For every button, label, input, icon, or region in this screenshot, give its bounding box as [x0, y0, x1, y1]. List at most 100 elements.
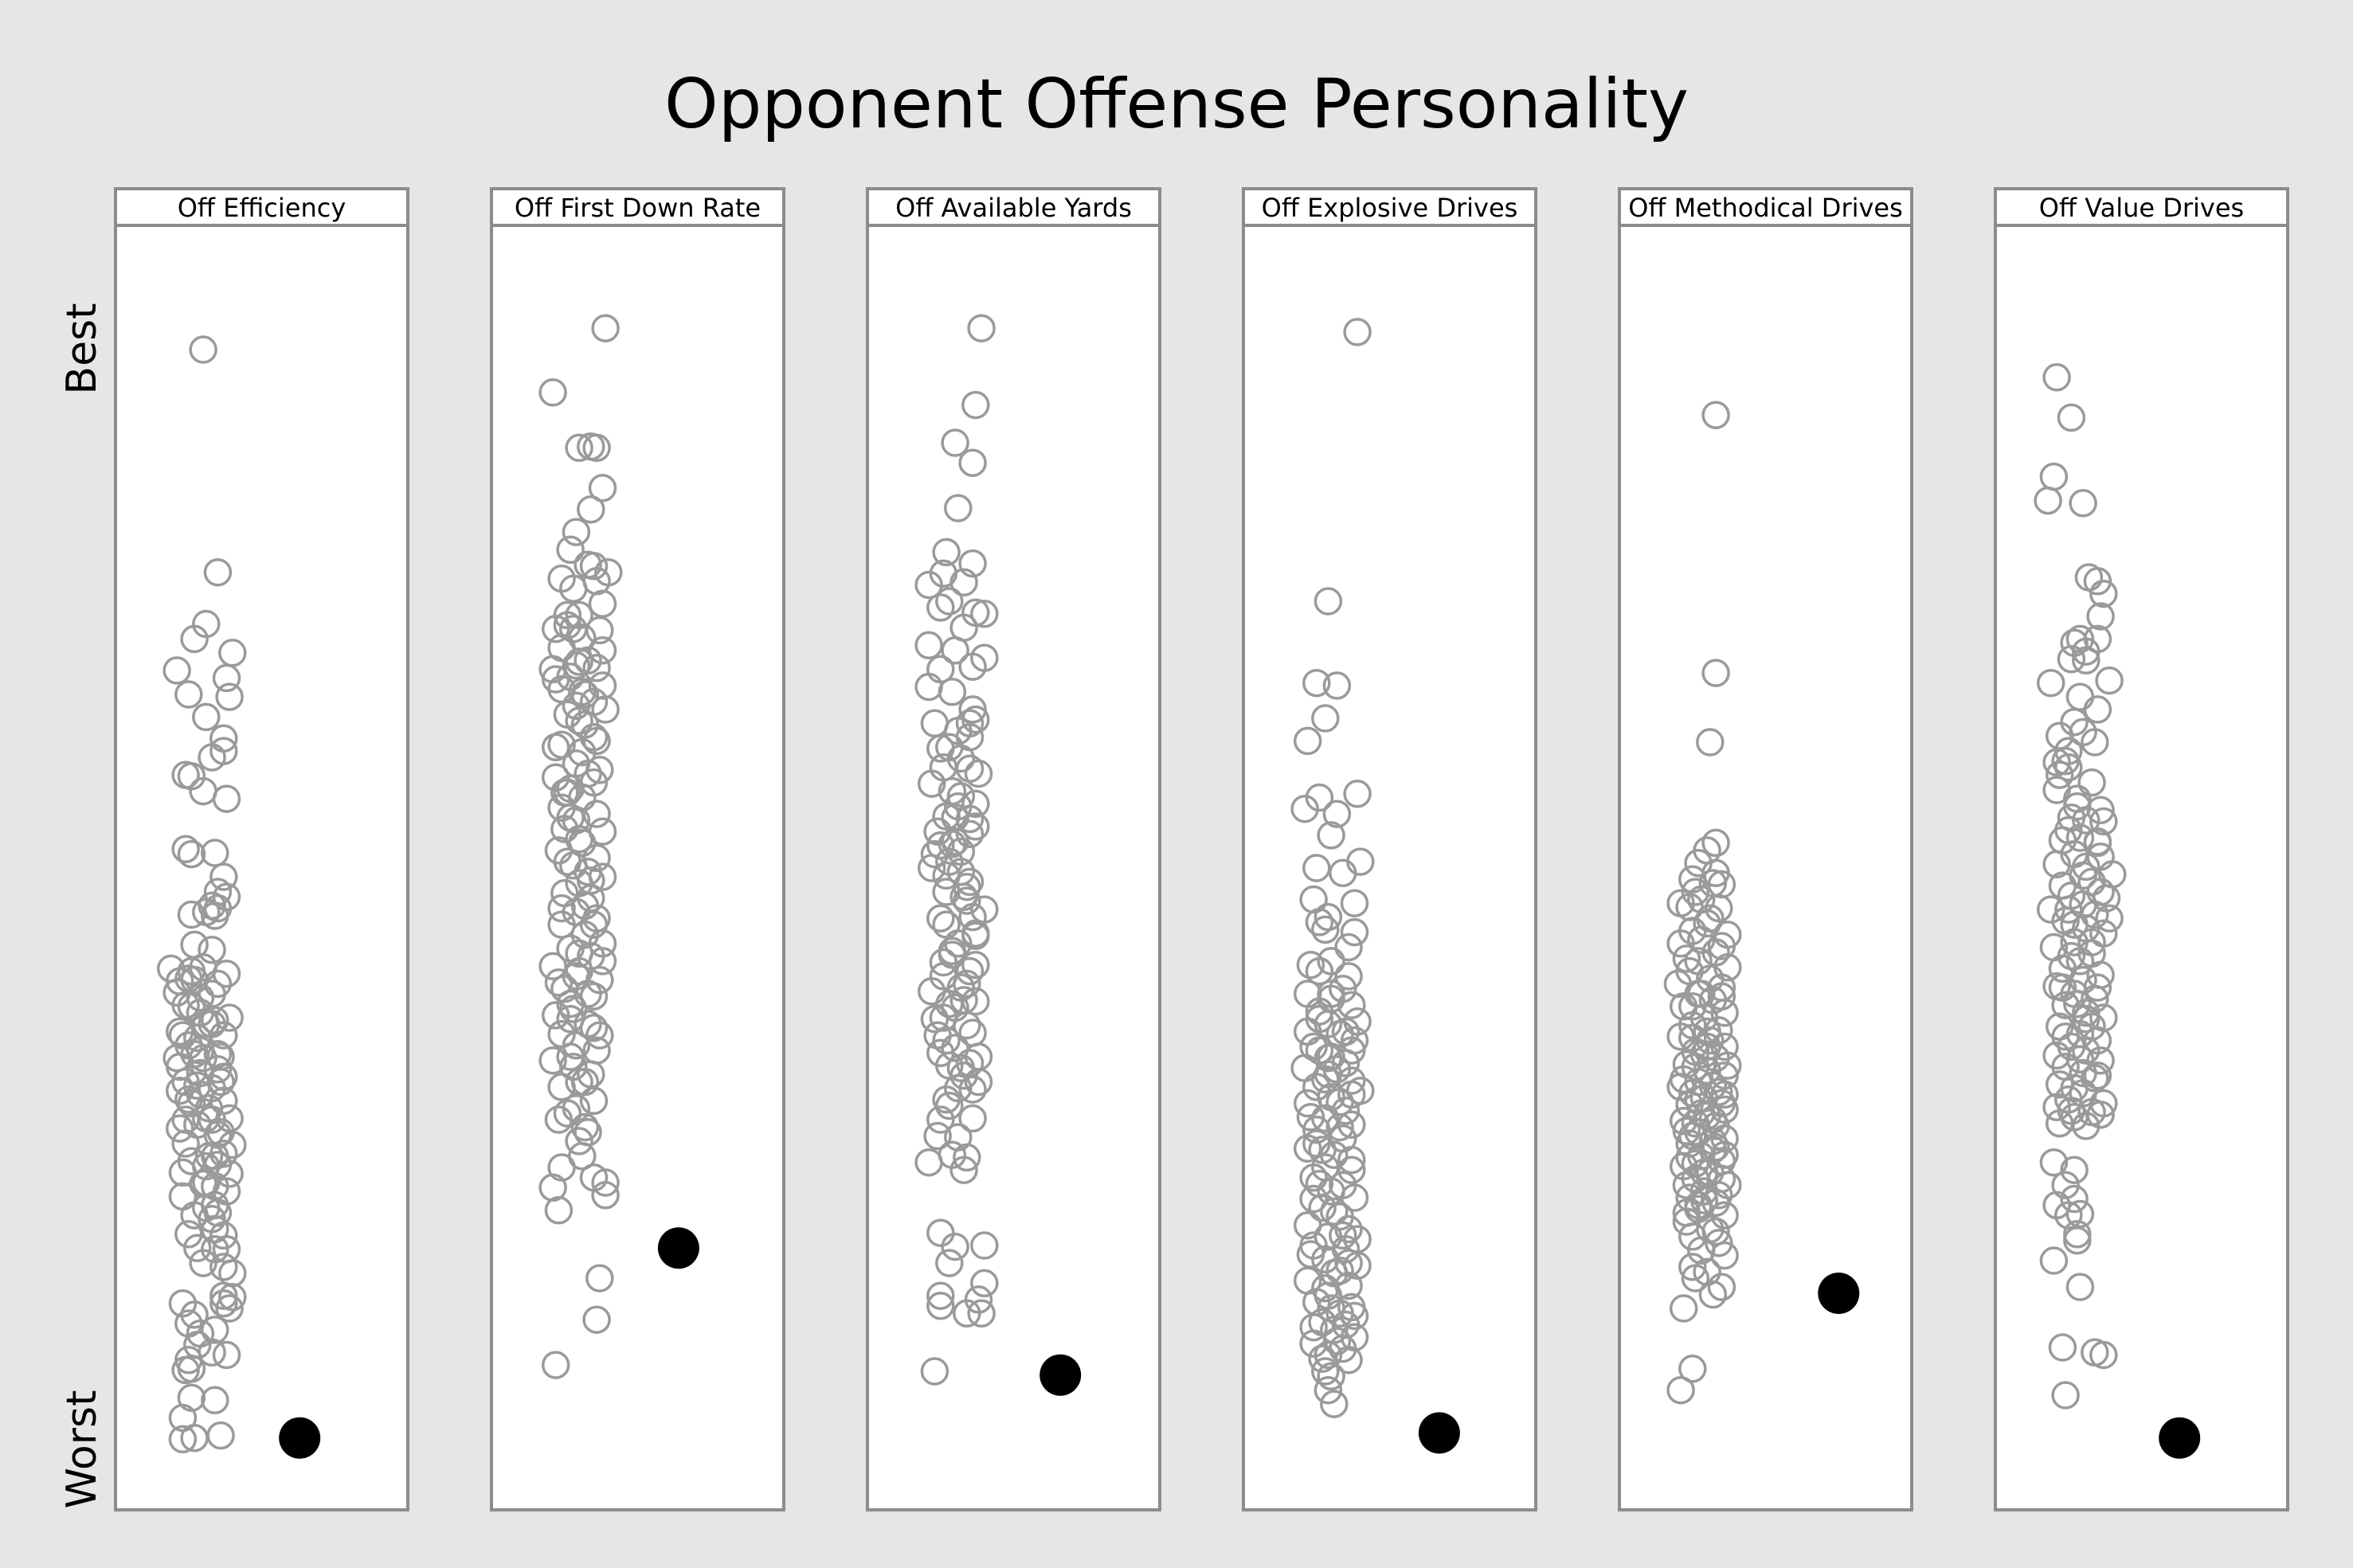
data-point — [1669, 1294, 1698, 1323]
data-point — [926, 904, 955, 933]
data-point — [926, 1038, 955, 1068]
data-point — [1334, 933, 1363, 962]
data-point — [932, 538, 961, 567]
data-point — [1311, 1273, 1340, 1303]
data-point — [1317, 821, 1345, 850]
data-point — [582, 726, 611, 756]
panel-label: Off Efficiency — [178, 193, 346, 223]
data-point — [2063, 1220, 2092, 1249]
panel-2: Off First Down Rate — [490, 187, 785, 1511]
panel-4: Off Explosive Drives — [1242, 187, 1537, 1511]
data-point — [2054, 1201, 2083, 1230]
data-point — [183, 1234, 212, 1262]
chart-title: Opponent Offense Personality — [664, 65, 1689, 144]
data-point — [958, 1104, 987, 1133]
data-point — [920, 1357, 949, 1386]
panel-frame — [1994, 187, 2289, 1511]
data-point — [177, 839, 206, 869]
data-point — [544, 968, 574, 997]
data-point — [1305, 956, 1334, 986]
data-point — [1340, 917, 1369, 947]
data-point — [1337, 1036, 1366, 1065]
data-point — [212, 959, 241, 988]
data-point — [970, 1269, 999, 1298]
data-point — [2042, 363, 2071, 392]
data-point — [1302, 854, 1331, 882]
data-point — [2072, 806, 2100, 835]
data-point — [1681, 1109, 1710, 1138]
data-point — [2077, 768, 2106, 797]
data-point — [914, 631, 943, 660]
panel-frame — [490, 187, 785, 1511]
data-point — [585, 756, 614, 784]
data-point — [1340, 889, 1369, 917]
data-point — [2048, 973, 2077, 1002]
data-point — [568, 678, 597, 706]
data-point — [944, 1073, 973, 1103]
data-point — [1331, 1017, 1361, 1046]
data-point — [591, 695, 620, 724]
data-point — [1322, 671, 1352, 700]
data-point — [1672, 944, 1701, 973]
y-axis-worst-label: Worst — [58, 1390, 106, 1508]
data-point — [574, 1118, 602, 1147]
data-point — [953, 969, 981, 999]
data-point — [582, 654, 611, 682]
data-point — [2095, 666, 2124, 695]
data-point — [565, 647, 593, 676]
data-point — [920, 709, 949, 738]
data-point — [1296, 1240, 1325, 1269]
data-point — [923, 1121, 952, 1151]
data-point — [559, 574, 588, 603]
data-point — [203, 557, 233, 587]
highlight-point — [279, 1417, 321, 1459]
data-point — [941, 804, 969, 832]
data-point — [1707, 1273, 1736, 1301]
data-point — [970, 1231, 999, 1260]
panel-label: Off Value Drives — [2039, 193, 2244, 223]
data-point — [1701, 828, 1730, 858]
data-point — [914, 570, 943, 600]
data-point — [967, 1299, 996, 1328]
y-axis-best-label: Best — [58, 303, 106, 394]
data-point — [1311, 1065, 1340, 1094]
data-point — [556, 1042, 585, 1071]
data-point — [1343, 318, 1372, 346]
data-point — [955, 1049, 985, 1077]
data-point — [192, 1168, 221, 1197]
data-point — [2051, 1381, 2080, 1410]
data-point — [574, 759, 602, 788]
data-point — [177, 900, 206, 929]
data-point — [2060, 1184, 2089, 1214]
data-point — [183, 1331, 212, 1359]
data-point — [189, 335, 217, 364]
data-point — [964, 759, 993, 788]
data-point — [2089, 1340, 2118, 1370]
data-point — [538, 378, 567, 407]
data-point — [1317, 1294, 1345, 1323]
data-point — [932, 1026, 961, 1055]
data-point — [1678, 1253, 1707, 1281]
data-point — [570, 1112, 600, 1142]
data-point — [1325, 1256, 1354, 1285]
data-point — [1305, 1169, 1334, 1198]
data-point — [1322, 800, 1352, 828]
data-point — [2069, 489, 2097, 518]
data-point — [1317, 980, 1345, 1008]
data-point — [1681, 1264, 1710, 1292]
data-point — [562, 691, 591, 720]
data-point — [579, 1086, 609, 1116]
panel-frame — [1618, 187, 1913, 1511]
data-point — [174, 680, 203, 709]
data-point — [180, 1300, 209, 1329]
data-point — [935, 989, 964, 1019]
data-point — [2069, 861, 2097, 890]
data-point — [953, 872, 981, 901]
data-point — [556, 989, 585, 1019]
data-point — [168, 1425, 198, 1454]
data-point — [544, 1105, 574, 1134]
data-point — [1696, 904, 1725, 933]
data-point — [579, 552, 609, 581]
data-point — [1340, 1183, 1369, 1212]
